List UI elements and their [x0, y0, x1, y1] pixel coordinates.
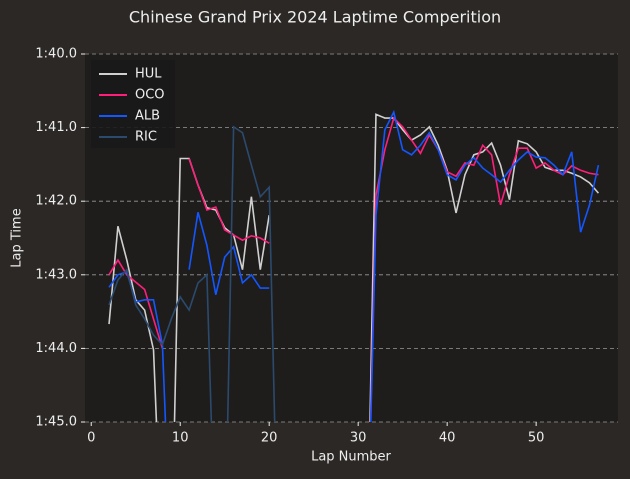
x-axis-label: Lap Number — [311, 450, 391, 465]
series-line — [108, 125, 276, 422]
x-tick-label: 30 — [350, 431, 367, 446]
legend-label: RIC — [135, 130, 157, 145]
x-tick-label: 0 — [87, 431, 95, 446]
x-tick-label: 20 — [261, 431, 278, 446]
series-line — [369, 113, 600, 422]
y-tick-label: 1:43.0 — [35, 267, 77, 282]
y-tick-label: 1:42.0 — [35, 194, 77, 209]
x-tick-label: 40 — [439, 431, 456, 446]
chart-title: Chinese Grand Prix 2024 Laptime Comperit… — [129, 8, 501, 27]
y-tick-label: 1:40.0 — [35, 47, 77, 62]
legend-label: ALB — [135, 109, 160, 124]
x-tick-label: 10 — [172, 431, 189, 446]
series-line — [188, 212, 270, 295]
series-line — [108, 258, 164, 349]
y-tick-label: 1:45.0 — [35, 415, 77, 430]
series-line — [188, 158, 270, 244]
y-tick-label: 1:44.0 — [35, 341, 77, 356]
x-tick-label: 50 — [528, 431, 545, 446]
legend-label: OCO — [135, 88, 165, 103]
y-tick-label: 1:41.0 — [35, 120, 77, 135]
series-line — [108, 270, 167, 422]
y-axis-label: Lap Time — [10, 208, 25, 267]
series-line — [369, 109, 600, 422]
legend-label: HUL — [135, 67, 162, 82]
series-line — [369, 116, 599, 422]
